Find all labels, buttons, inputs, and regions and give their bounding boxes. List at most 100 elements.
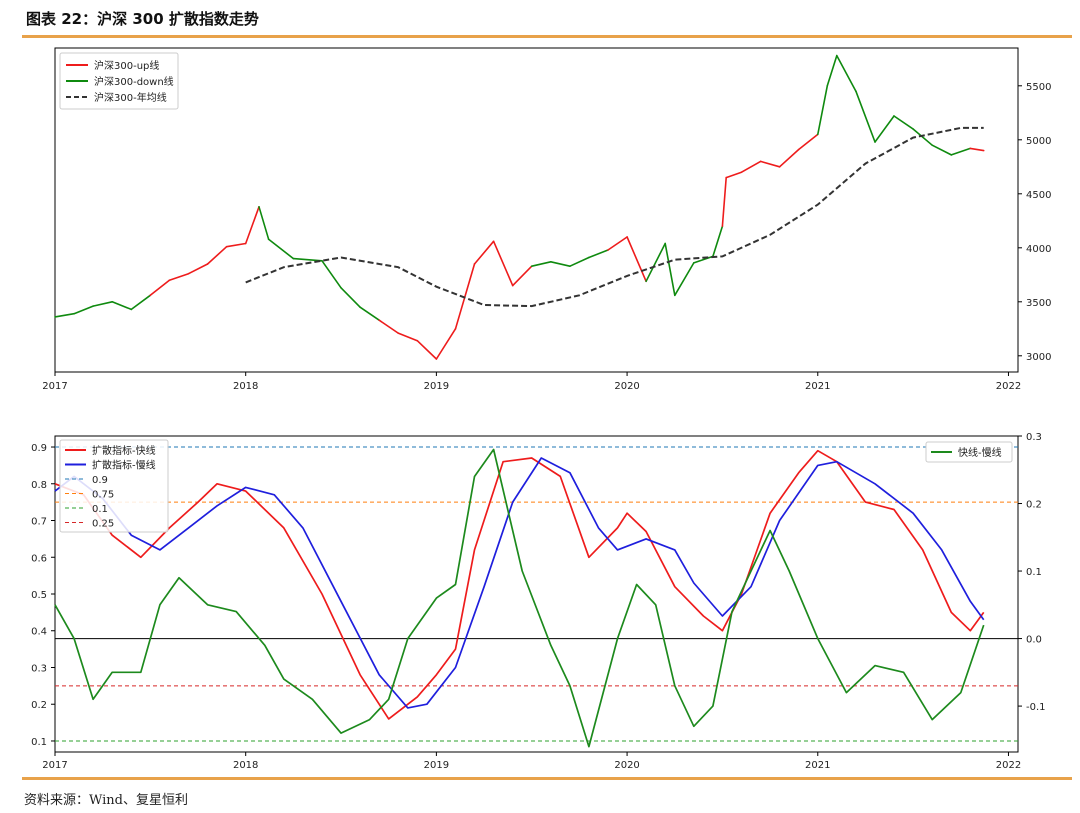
- price-up-segment: [492, 240, 514, 287]
- x-tick-label: 2017: [42, 760, 67, 771]
- legend-label: 沪深300-年均线: [94, 91, 167, 104]
- price-up-segment: [626, 236, 647, 283]
- price-up-segment: [740, 160, 762, 173]
- price-up-segment: [244, 206, 260, 245]
- x-tick-label: 2019: [424, 760, 449, 771]
- price-down-segment: [855, 90, 876, 143]
- price-down-segment: [588, 249, 609, 259]
- legend-label: 沪深300-down线: [94, 75, 174, 88]
- y-right-tick-label: 0.3: [1026, 432, 1042, 443]
- price-up-segment: [225, 242, 247, 248]
- price-up-segment: [759, 160, 781, 168]
- diffusion-indicator-chart: 2017 2018 2019 2020 2021 2022 0.1 0.2 0.3 0.4 0.5 0…: [31, 432, 1046, 771]
- y-left-tick-label: 0.3: [31, 663, 47, 674]
- legend-box: [59, 439, 169, 533]
- price-up-segment: [454, 263, 476, 330]
- x-tick-label: 2022: [996, 760, 1021, 771]
- price-up-segment: [969, 147, 985, 152]
- y-right-tick-label: -0.1: [1026, 702, 1046, 713]
- price-down-segment: [645, 242, 667, 283]
- price-down-segment: [912, 128, 934, 146]
- price-up-segment: [435, 327, 457, 360]
- price-up-segment: [187, 263, 209, 275]
- y-left-tick-label: 0.9: [31, 443, 47, 454]
- x-tick-label: 2022: [996, 381, 1021, 392]
- bottom-rule: [22, 777, 1072, 780]
- price-down-segment: [931, 144, 953, 156]
- price-up-segment: [397, 332, 419, 342]
- legend-label: 扩散指标-慢线: [92, 459, 156, 472]
- y-tick-label: 4500: [1026, 190, 1051, 201]
- y-right-tick-label: 0.1: [1026, 567, 1042, 578]
- y-left-tick-label: 0.8: [31, 480, 47, 491]
- price-down-segment: [893, 115, 914, 130]
- y-tick-label: 3000: [1026, 352, 1051, 363]
- legend-label: 扩散指标-快线: [92, 444, 156, 457]
- price-down-segment: [692, 255, 714, 264]
- price-down-segment: [664, 242, 676, 297]
- legend-label: 沪深300-up线: [94, 59, 159, 72]
- x-tick-label: 2018: [233, 381, 258, 392]
- y-left-tick-label: 0.1: [31, 737, 47, 748]
- price-down-segment: [267, 238, 295, 260]
- price-down-segment: [549, 261, 571, 267]
- price-up-segment: [416, 339, 438, 360]
- x-tick-label: 2017: [42, 381, 67, 392]
- top-rule: [22, 35, 1072, 38]
- price-down-segment: [359, 306, 381, 322]
- price-up-segment: [149, 279, 171, 297]
- price-down-segment: [340, 287, 361, 309]
- y-left-tick-label: 0.4: [31, 627, 47, 638]
- price-up-segment: [378, 319, 400, 334]
- price-up-segment: [473, 240, 495, 265]
- price-up-segment: [721, 176, 728, 227]
- price-down-segment: [874, 115, 895, 143]
- x-tick-label: 2020: [614, 760, 639, 771]
- price-down-segment: [826, 54, 838, 87]
- y-right-tick-label: 0.0: [1026, 635, 1042, 646]
- y-left-tick-label: 0.7: [31, 517, 47, 528]
- price-up-segment: [725, 171, 743, 179]
- y-left-tick-label: 0.6: [31, 553, 47, 564]
- y-tick-label: 3500: [1026, 298, 1051, 309]
- legend-box-right: [925, 441, 1013, 463]
- price-up-segment: [206, 245, 228, 265]
- price-down-segment: [816, 84, 829, 136]
- price-down-segment: [130, 294, 152, 311]
- source-note: 资料来源：Wind、复星恒利: [24, 793, 188, 808]
- x-tick-label: 2018: [233, 760, 258, 771]
- y-tick-label: 5000: [1026, 136, 1051, 147]
- plot-frame: [54, 47, 1019, 373]
- legend-label: 0.75: [92, 490, 114, 501]
- price-up-segment: [797, 133, 819, 151]
- price-up-segment: [778, 148, 800, 168]
- price-up-segment: [511, 265, 533, 287]
- price-down-segment: [950, 147, 972, 156]
- price-down-segment: [673, 262, 695, 297]
- legend-label: 0.1: [92, 504, 108, 515]
- price-up-segment: [607, 236, 628, 251]
- ma-line: [245, 126, 984, 308]
- y-tick-label: 4000: [1026, 244, 1051, 255]
- price-down-segment: [321, 260, 342, 289]
- index-price-chart: 2017 2018 2019 2020 2021 2022 3000 3500 4000 4500…: [42, 47, 1051, 392]
- legend-box: [59, 52, 179, 110]
- price-down-segment: [712, 225, 724, 258]
- x-tick-label: 2020: [614, 381, 639, 392]
- figure-title: 图表 22：沪深 300 扩散指数走势: [26, 10, 259, 28]
- y-tick-label: 5500: [1026, 82, 1051, 93]
- legend-label: 快线-慢线: [958, 446, 1002, 459]
- price-down-segment: [530, 261, 552, 267]
- x-tick-label: 2021: [805, 381, 830, 392]
- price-down-segment: [73, 305, 94, 315]
- x-tick-label: 2021: [805, 760, 830, 771]
- price-up-segment: [168, 272, 190, 281]
- y-right-tick-label: 0.2: [1026, 500, 1042, 511]
- legend-label: 0.9: [92, 475, 108, 486]
- series-line: [54, 448, 985, 748]
- price-down-segment: [92, 300, 113, 307]
- legend-label: 0.25: [92, 519, 114, 530]
- price-down-segment: [835, 54, 857, 93]
- price-down-segment: [258, 206, 270, 240]
- y-left-tick-label: 0.5: [31, 590, 47, 601]
